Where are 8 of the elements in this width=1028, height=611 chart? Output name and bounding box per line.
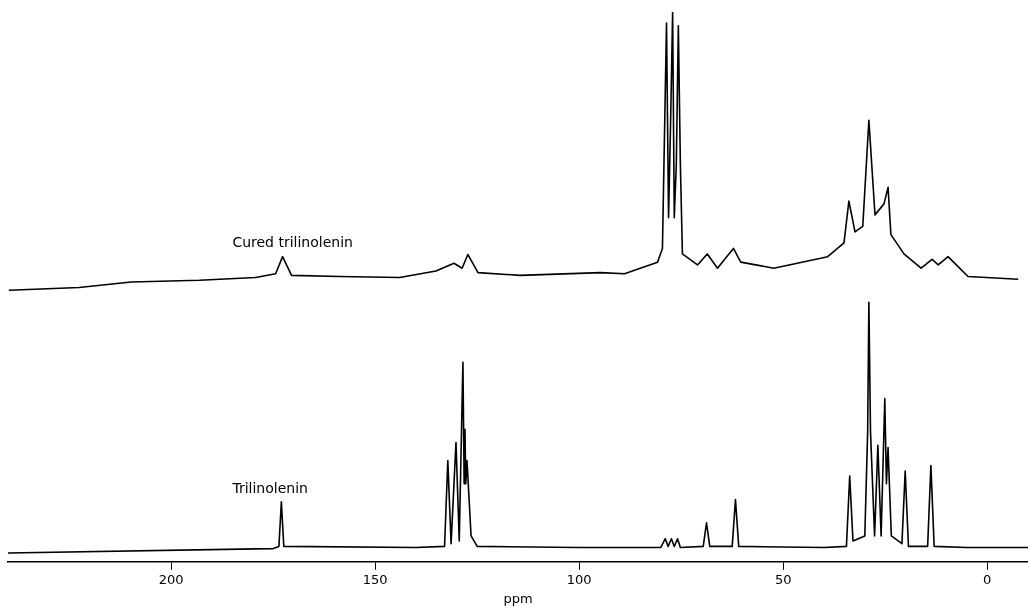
- series-label: Cured trilinolenin: [232, 234, 353, 251]
- x-tick-label: 50: [774, 571, 792, 587]
- x-tick-label: 200: [158, 571, 184, 587]
- x-tick-label: 0: [983, 571, 992, 587]
- x-tick-label: 150: [362, 571, 388, 587]
- series-label: Trilinolenin: [231, 479, 308, 496]
- x-tick-label: 100: [566, 571, 592, 587]
- x-axis-title: ppm: [503, 590, 533, 606]
